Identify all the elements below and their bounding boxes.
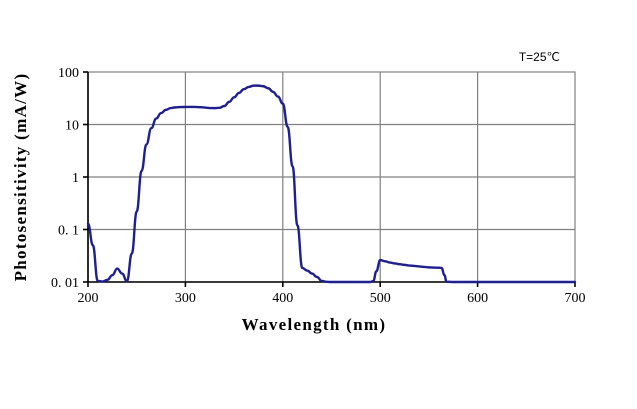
temperature-annotation: T=25℃ [519,50,560,64]
y-tick-label-0.01: 0. 01 [51,276,79,291]
x-tick-label-400: 400 [272,291,293,306]
x-tick-label-300: 300 [175,291,196,306]
x-axis-tick-labels: 200 300 400 500 600 700 [78,291,586,306]
y-tick-label-100: 100 [58,66,79,81]
y-tick-label-0.1: 0. 1 [58,224,79,239]
y-axis-tick-marks [83,71,88,283]
x-tick-label-600: 600 [467,291,488,306]
y-axis-title: Photosensitivity (mA/W) [11,73,30,282]
y-axis-tick-labels: 0. 01 0. 1 1 10 100 [51,66,79,291]
x-tick-label-700: 700 [565,291,586,306]
x-tick-label-500: 500 [370,291,391,306]
horizontal-gridlines [88,123,575,231]
photosensitivity-curve [86,84,577,284]
x-tick-label-200: 200 [78,291,99,306]
y-tick-label-1: 1 [72,171,79,186]
y-tick-label-10: 10 [65,119,79,134]
x-axis-title: Wavelength (nm) [242,315,387,334]
